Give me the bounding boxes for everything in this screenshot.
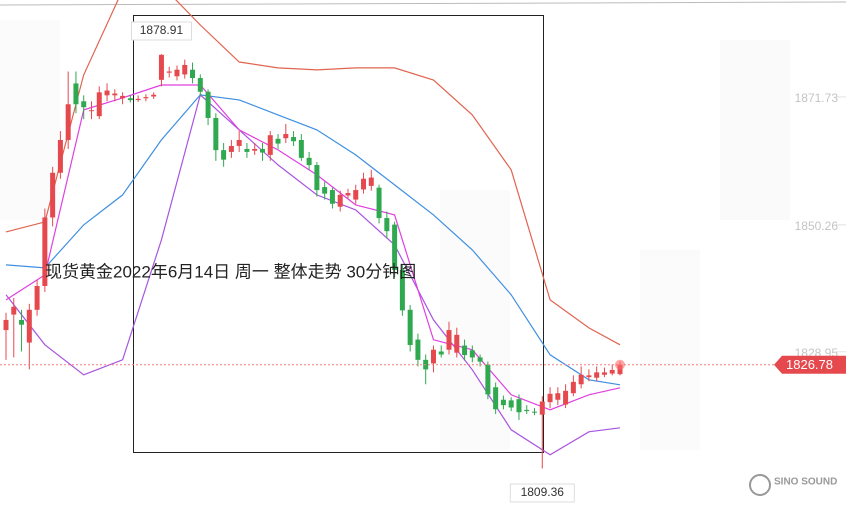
candle-body [462,345,468,356]
candle-body [586,375,592,378]
candle-body [345,193,351,196]
candle-body [34,285,40,310]
candle-body [399,269,405,311]
candle-body [329,190,335,204]
candle-body [485,364,491,395]
candle-body [407,309,413,345]
candle-body [430,349,436,364]
candle-body [298,140,304,158]
candle-body [205,91,211,118]
candle-body [190,69,196,79]
high-label: 1878.91 [140,23,184,37]
candle-body [73,83,79,105]
candle-body [104,90,110,96]
y-tick-label: 1871.73 [795,91,839,105]
candle-body [19,319,25,325]
candle-body [438,351,444,355]
candle-body [236,140,242,146]
candle-body [112,93,118,96]
candle-body [532,411,538,413]
candle-body [3,319,9,331]
candle-body [259,148,265,153]
selection-box [133,15,544,453]
candle-body [50,172,56,218]
candle-body [609,369,615,374]
candle-body [384,218,390,232]
last-price-label: 1826.78 [786,357,833,372]
candle-body [166,71,172,73]
plot-area [0,0,846,469]
candle-body [516,399,522,413]
candle-body [322,187,328,194]
high-label-box [130,21,192,41]
candle-body [524,409,530,412]
candle-body [151,94,157,97]
last-price-tag [774,355,846,374]
indicator-line [5,94,621,386]
background-buildings [0,20,790,450]
low-label-box [509,483,575,503]
candle-body [570,381,576,394]
candle-body [11,306,17,315]
candle-body [81,101,87,108]
candle-body [120,95,126,99]
candle-body [306,157,312,166]
candle-body [197,78,203,92]
candle-body [244,148,250,152]
candle-body [213,117,219,151]
candle-body [275,138,281,144]
candle-body [174,69,180,77]
candle-body [477,357,483,362]
candle-body [547,393,553,403]
candle-body [88,110,94,112]
candle-body [127,98,133,101]
candle-body [96,92,102,117]
candle-body [221,150,227,160]
candle-body [57,140,63,173]
candle-body [392,224,398,270]
top-rule [0,1,846,6]
candle-body [26,309,32,343]
candle-body [415,339,421,360]
candle-body [578,374,584,385]
candle-body [228,145,234,152]
watermark: SINO SOUND [774,477,837,488]
candle-body [601,372,607,375]
candle-body [368,177,374,186]
candle-body [337,194,343,207]
candle-body [469,350,475,358]
candle-body [158,54,164,80]
candle-body [500,399,506,406]
candle-body [182,64,188,75]
chart-title: 现货黄金2022年6月14日 周一 整体走势 30分钟图 [45,262,416,281]
candle-body [135,98,141,101]
candle-body [563,390,569,405]
candle-body [376,187,382,219]
candle-body [539,401,545,415]
candle-body [267,135,273,155]
low-label: 1809.36 [521,485,565,499]
y-tick-label: 1850.26 [795,219,839,233]
candle-body [454,334,460,353]
candle-body [291,137,297,142]
candle-body [361,178,367,190]
candle-body [508,400,514,408]
watermark-logo [749,474,771,496]
last-price-dot [615,359,625,370]
candle-body [446,330,452,350]
candle-body [555,393,561,400]
candle-body [314,165,320,191]
candle-body [353,190,359,200]
candle-body [65,104,71,141]
candle-body [283,134,289,139]
candle-body [594,372,600,378]
candle-body [143,97,149,99]
candle-body [42,217,48,286]
candle-body [252,148,258,151]
indicator-line [5,0,621,346]
candle-body [493,387,499,410]
